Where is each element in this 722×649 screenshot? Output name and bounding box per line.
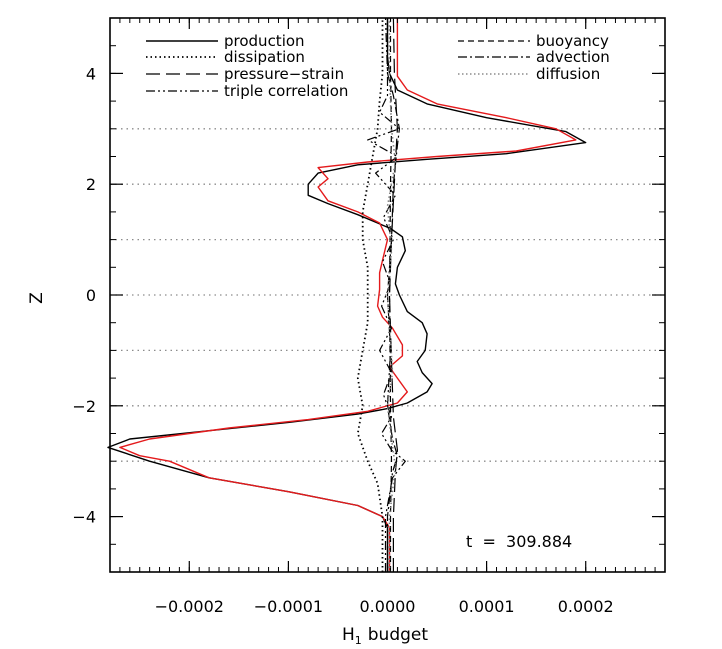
legend-label-2: pressure−strain (224, 65, 344, 83)
series-line-1 (119, 18, 577, 572)
series-line-5 (386, 18, 400, 572)
budget-series (107, 17, 587, 572)
y-tick-label: −2 (72, 397, 96, 416)
y-tick-label: 0 (86, 286, 96, 305)
legend-label-4: buoyancy (536, 32, 609, 50)
time-annotation: t = 309.884 (466, 532, 572, 551)
series-line-0 (107, 18, 587, 572)
y-tick-label: −4 (72, 508, 96, 527)
x-tick-label: −0.0002 (155, 597, 224, 616)
chart-legend: productiondissipationpressure−straintrip… (146, 32, 610, 100)
y-axis-label: Z (27, 292, 47, 304)
x-tick-label: 0.0001 (459, 597, 515, 616)
x-tick-label: −0.0001 (254, 597, 323, 616)
x-axis-label-rest: budget (368, 625, 429, 645)
x-axis-label: H1 budget (342, 625, 428, 647)
legend-label-1: dissipation (224, 48, 305, 66)
y-tick-label: 2 (86, 175, 96, 194)
legend-label-5: advection (536, 48, 610, 66)
series-line-2 (356, 18, 384, 572)
series-line-4 (388, 18, 393, 572)
x-tick-label: 0.0002 (558, 597, 614, 616)
series-line-7 (386, 18, 397, 572)
legend-label-3: triple correlation (224, 82, 348, 100)
horizontal-dotted-gridlines (110, 128, 665, 462)
x-axis-label-subscript: 1 (355, 634, 362, 647)
legend-label-0: production (224, 32, 305, 50)
axis-ticks: −0.0002 −0.0001 0.0000 0.0001 0.0002 −4 −2 0 2 4 (72, 17, 666, 616)
x-axis-label-main: H (342, 625, 355, 645)
series-line-6 (367, 17, 406, 572)
x-tick-label: 0.0000 (360, 597, 416, 616)
legend-label-6: diffusion (536, 65, 600, 83)
y-tick-label: 4 (86, 64, 96, 83)
